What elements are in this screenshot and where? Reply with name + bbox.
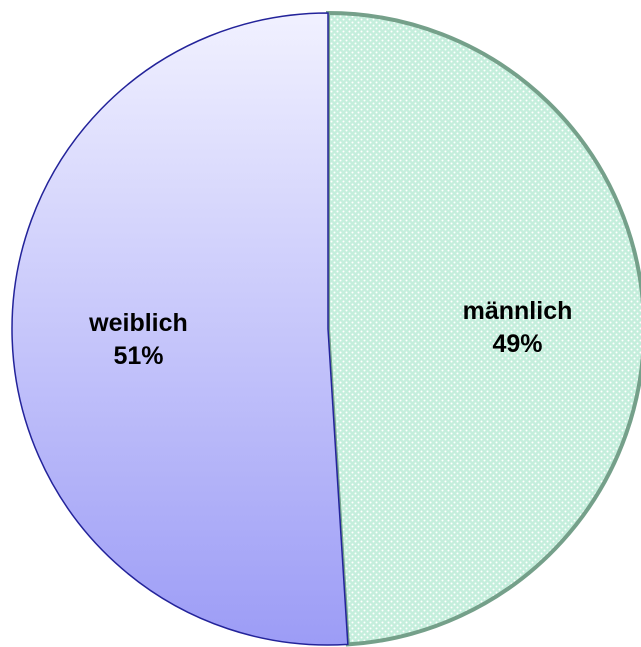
value-label: 49% [492,330,542,358]
category-label: weiblich [88,309,188,337]
pie-slice [11,12,349,646]
data-label: weiblich 51% [88,309,188,370]
pie-slice [326,10,641,647]
value-label: 51% [113,342,163,370]
data-label: männlich 49% [463,297,573,358]
category-label: männlich [463,297,573,325]
